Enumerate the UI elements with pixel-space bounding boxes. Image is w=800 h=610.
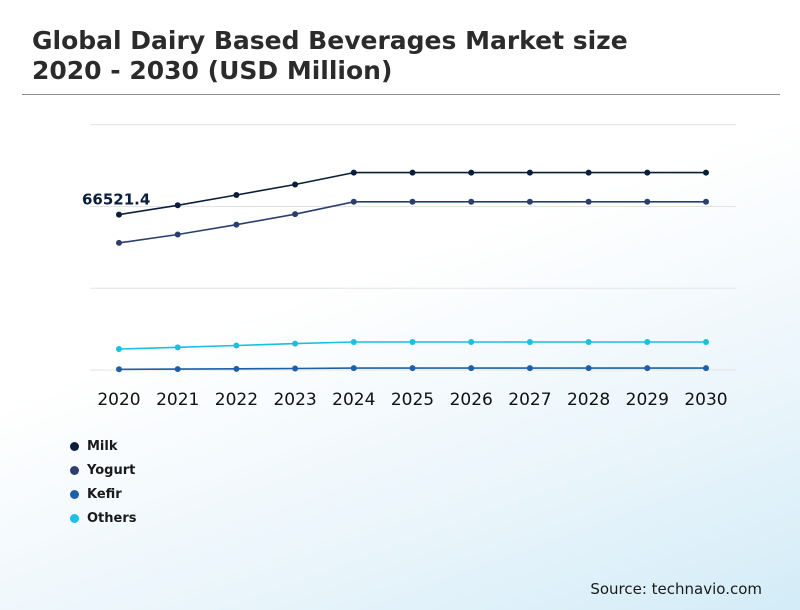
chart-title-line-2: 2020 - 2030 (USD Million): [32, 56, 393, 85]
data-point-yogurt-2025: [409, 198, 416, 205]
source-credit: Source: technavio.com: [590, 580, 762, 598]
legend-marker-others: [70, 513, 79, 523]
data-point-others-2024: [350, 338, 357, 345]
data-point-others-2020: [116, 345, 122, 352]
data-point-others-2022: [233, 342, 240, 349]
x-tick-label-2030: 2030: [684, 390, 727, 410]
data-point-kefir-2028: [585, 365, 592, 372]
x-tick-label-2027: 2027: [508, 390, 551, 410]
x-tick-label-2020: 2020: [97, 390, 140, 410]
data-point-milk-2027: [526, 169, 533, 176]
data-point-milk-2029: [644, 169, 651, 176]
legend-label-yogurt: Yogurt: [87, 462, 136, 478]
data-point-yogurt-2024: [350, 198, 357, 205]
data-point-milk-2024: [350, 169, 357, 176]
data-point-milk-2030: [703, 169, 709, 176]
data-point-kefir-2020: [116, 366, 122, 373]
legend-marker-yogurt: [70, 465, 79, 475]
series-line-milk: [118, 171, 706, 216]
data-point-kefir-2025: [409, 365, 416, 372]
data-point-kefir-2027: [526, 365, 533, 372]
data-point-yogurt-2029: [644, 198, 651, 205]
data-label-milk-2020: 66521.4: [82, 191, 150, 209]
data-point-yogurt-2020: [116, 239, 122, 246]
legend-label-kefir: Kefir: [87, 486, 122, 502]
data-point-milk-2020: [116, 211, 122, 218]
data-point-yogurt-2026: [468, 198, 475, 205]
data-point-kefir-2021: [174, 366, 181, 373]
data-point-yogurt-2023: [292, 211, 299, 218]
legend-label-others: Others: [87, 510, 137, 526]
data-point-milk-2023: [292, 181, 299, 188]
data-point-kefir-2026: [468, 365, 475, 372]
x-tick-label-2024: 2024: [332, 390, 375, 410]
data-point-milk-2028: [585, 169, 592, 176]
data-point-yogurt-2022: [233, 221, 240, 228]
x-tick-label-2025: 2025: [391, 390, 434, 410]
data-point-milk-2026: [468, 169, 475, 176]
chart-legend: Milk Yogurt Kefir Others: [70, 434, 137, 530]
x-tick-label-2021: 2021: [156, 390, 199, 410]
legend-item-kefir: Kefir: [70, 482, 137, 506]
data-point-others-2023: [292, 340, 299, 347]
data-point-milk-2021: [174, 202, 181, 209]
data-point-others-2030: [703, 338, 709, 345]
x-tick-label-2022: 2022: [215, 390, 258, 410]
data-point-others-2026: [468, 338, 475, 345]
legend-marker-kefir: [70, 489, 79, 499]
x-tick-label-2026: 2026: [450, 390, 493, 410]
legend-item-milk: Milk: [70, 434, 137, 458]
chart-title: Global Dairy Based Beverages Market size…: [32, 26, 628, 86]
data-point-kefir-2023: [292, 365, 299, 372]
legend-item-yogurt: Yogurt: [70, 458, 137, 482]
data-point-others-2021: [174, 344, 181, 351]
data-point-others-2027: [526, 338, 533, 345]
data-point-kefir-2029: [644, 365, 651, 372]
x-tick-label-2023: 2023: [273, 390, 316, 410]
title-divider: [22, 94, 780, 95]
series-line-yogurt: [118, 201, 706, 244]
data-point-others-2025: [409, 338, 416, 345]
legend-label-milk: Milk: [87, 438, 118, 454]
data-point-yogurt-2027: [526, 198, 533, 205]
data-point-others-2028: [585, 338, 592, 345]
data-point-others-2029: [644, 338, 651, 345]
x-tick-label-2029: 2029: [626, 390, 669, 410]
legend-item-others: Others: [70, 506, 137, 530]
data-point-yogurt-2028: [585, 198, 592, 205]
legend-marker-milk: [70, 441, 79, 451]
data-point-kefir-2030: [703, 365, 709, 372]
data-point-milk-2025: [409, 169, 416, 176]
data-point-milk-2022: [233, 192, 240, 198]
x-tick-label-2028: 2028: [567, 390, 610, 410]
data-point-yogurt-2021: [174, 231, 181, 238]
chart-title-line-1: Global Dairy Based Beverages Market size: [32, 26, 628, 55]
data-point-yogurt-2030: [703, 198, 709, 205]
data-point-kefir-2024: [350, 365, 357, 372]
data-point-kefir-2022: [233, 365, 240, 372]
